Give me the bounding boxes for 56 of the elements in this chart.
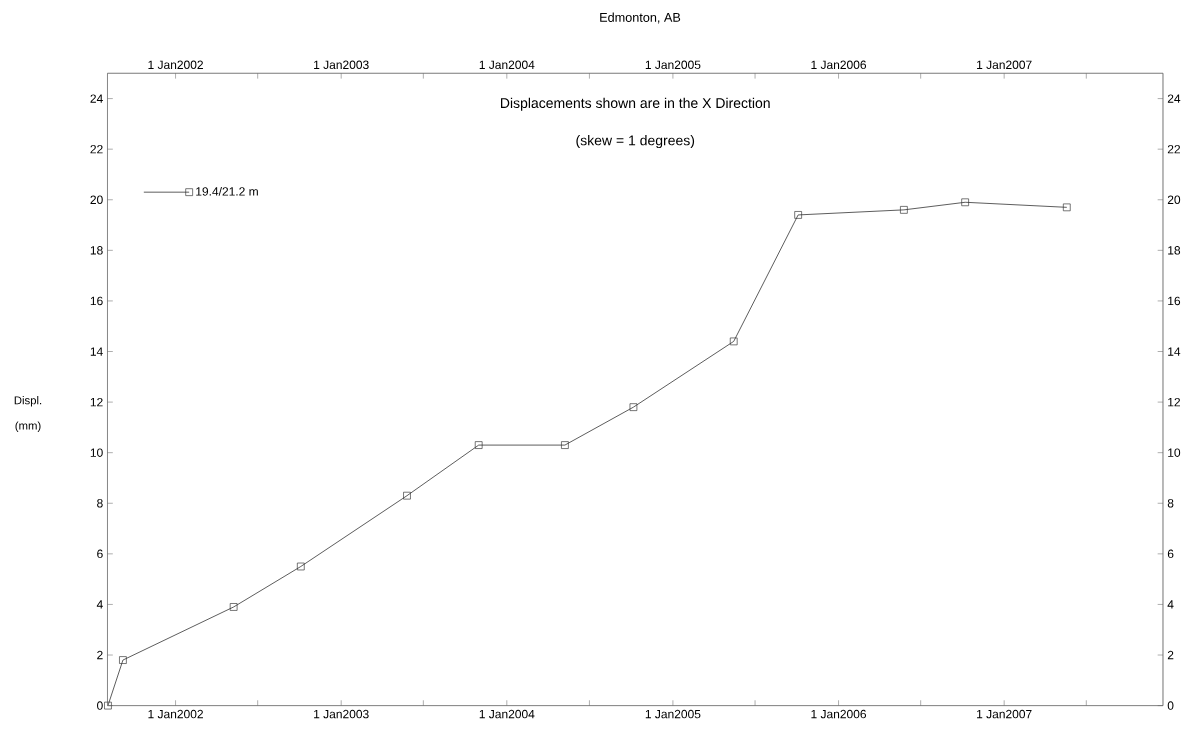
y-tick-label: 6 [97, 549, 103, 559]
point [104, 701, 112, 710]
y2-tick-label: 24 [1167, 94, 1181, 103]
point [629, 403, 638, 411]
y-tick-label: 18 [90, 246, 103, 255]
y-tick-label: 20 [90, 195, 103, 205]
legend-label: 19.4/21.2 m [196, 186, 258, 196]
x2-tick-label: 1 Jan2004 [479, 60, 535, 70]
x2-tick-label: 1 Jan2007 [977, 60, 1032, 70]
y-tick-label: 2 [97, 650, 103, 660]
point [1062, 203, 1071, 212]
y2-tick-label: 10 [1168, 448, 1181, 457]
annotation: (skew = 1 degrees) [576, 135, 695, 149]
point [961, 198, 969, 207]
y-tick-label: 10 [90, 448, 103, 457]
point [900, 206, 908, 214]
x2-tick-label: 1 Jan2003 [314, 60, 369, 70]
y2-tick-label: 8 [1167, 499, 1174, 508]
y2-tick-label: 14 [1168, 347, 1181, 356]
chart-title: Edmonton, AB [600, 12, 681, 24]
y2-tick-label: 22 [1167, 144, 1180, 154]
y-tick-label: 12 [90, 397, 103, 407]
y-tick-label: 8 [97, 499, 103, 508]
y2-tick-label: 12 [1168, 397, 1180, 407]
point [403, 491, 411, 500]
x-tick-label: 1 Jan2007 [977, 709, 1032, 719]
y-tick-label: 14 [90, 347, 103, 356]
y2-tick-label: 2 [1167, 650, 1174, 660]
annotation: Displacements shown are in the X Direction [501, 97, 770, 111]
point [119, 656, 127, 664]
text: Displ. (mm) [14, 396, 42, 432]
x-tick-label: 1 Jan2004 [479, 709, 535, 719]
point [297, 562, 305, 571]
y-tick-label: 22 [90, 144, 103, 154]
point [729, 337, 738, 346]
x2-tick-label: 1 Jan2002 [148, 60, 203, 70]
x-tick-label: 1 Jan2005 [645, 709, 701, 719]
x-tick-label: 1 Jan2002 [148, 709, 203, 719]
y-tick-label: 24 [90, 94, 103, 103]
y-tick-label: 16 [90, 296, 103, 306]
point [229, 603, 238, 611]
point [794, 211, 802, 219]
y2-tick-label: 16 [1168, 296, 1181, 306]
x2-tick-label: 1 Jan2005 [645, 60, 701, 70]
y2-tick-label: 4 [1167, 600, 1174, 609]
x-tick-label: 1 Jan2006 [811, 709, 867, 719]
x-tick-label: 1 Jan2003 [314, 709, 369, 719]
point [561, 441, 569, 449]
y2-tick-label: 6 [1167, 549, 1174, 559]
y2-tick-label: 0 [1167, 701, 1174, 710]
y2-tick-label: 20 [1167, 195, 1181, 205]
y2-tick-label: 18 [1168, 246, 1181, 255]
y-tick-label: 4 [96, 600, 103, 609]
y-tick-label: 0 [97, 701, 103, 710]
point [474, 441, 483, 449]
x2-tick-label: 1 Jan2006 [811, 60, 867, 70]
